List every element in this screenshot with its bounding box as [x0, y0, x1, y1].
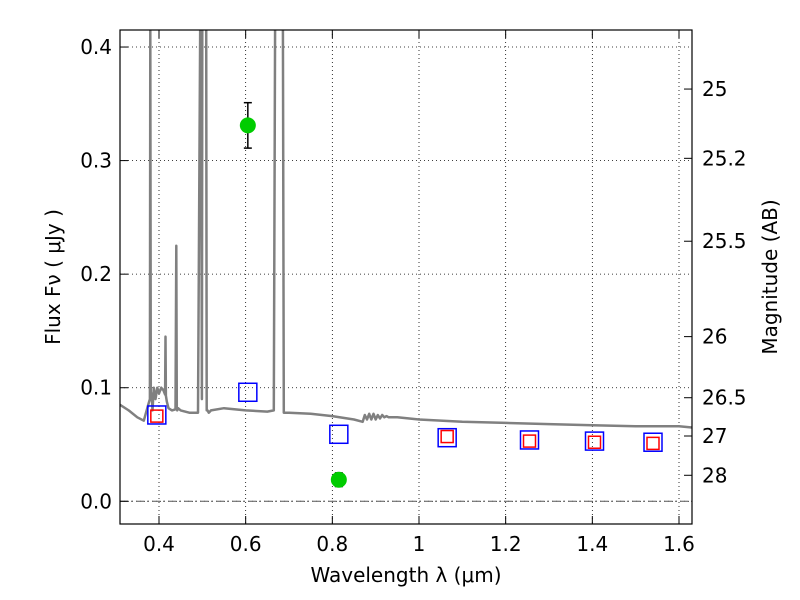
- y2-tick-label: 27: [702, 424, 727, 448]
- model-photometry-square-red: [440, 429, 454, 444]
- y-tick-label: 0.0: [80, 489, 112, 513]
- y-tick-label: 0.2: [80, 262, 112, 286]
- x-tick-label: 1.6: [663, 532, 695, 556]
- model-photometry-square-red: [587, 435, 602, 449]
- plot-area: [120, 30, 692, 524]
- y-tick-label: 0.3: [80, 149, 112, 173]
- model-photometry-square-blue: [147, 405, 167, 425]
- y2-tick-label: 26: [702, 325, 727, 349]
- model-photometry-square-red: [150, 409, 164, 423]
- y2-tick-label: 25: [702, 77, 727, 101]
- axis-ticks: [120, 30, 692, 524]
- model-photometry-square-blue: [519, 430, 540, 450]
- x-tick-label: 1: [413, 532, 426, 556]
- y2-tick-label: 25.5: [702, 229, 747, 253]
- x-axis-label: Wavelength λ (μm): [310, 563, 501, 587]
- model-photometry-square-red: [522, 434, 537, 448]
- y-tick-label: 0.1: [80, 376, 112, 400]
- y-tick-label: 0.4: [80, 35, 112, 59]
- y-axis-label: Flux Fν ( μJy ): [41, 209, 65, 345]
- x-tick-label: 0.6: [230, 532, 262, 556]
- model-photometry-square-blue: [643, 432, 663, 452]
- x-tick-label: 0.8: [316, 532, 348, 556]
- y2-tick-label: 25.2: [702, 146, 747, 170]
- model-photometry-square-blue: [584, 431, 605, 451]
- y2-tick-label: 28: [702, 463, 727, 487]
- axis-tick-labels: 0.4 0.6 0.8 1 1.2 1.4 1.6 0.0 0.1 0.2 0.3 0.4 25 25.2…: [80, 35, 746, 556]
- plot-frame: [119, 29, 693, 525]
- model-spectrum-line: [120, 30, 692, 429]
- x-tick-label: 1.2: [490, 532, 522, 556]
- y2-axis-label: Magnitude (AB): [758, 199, 782, 354]
- x-tick-label: 1.4: [576, 532, 608, 556]
- model-photometry-square-red: [646, 436, 660, 451]
- model-photometry-square-blue: [437, 427, 457, 448]
- model-photometry-square-blue: [238, 382, 258, 403]
- x-tick-label: 0.4: [143, 532, 175, 556]
- observed-flux-point: [239, 117, 256, 134]
- observed-flux-point: [330, 471, 347, 488]
- model-photometry-square-blue: [329, 424, 349, 445]
- data-layer: [120, 30, 692, 488]
- y2-tick-label: 26.5: [702, 386, 747, 410]
